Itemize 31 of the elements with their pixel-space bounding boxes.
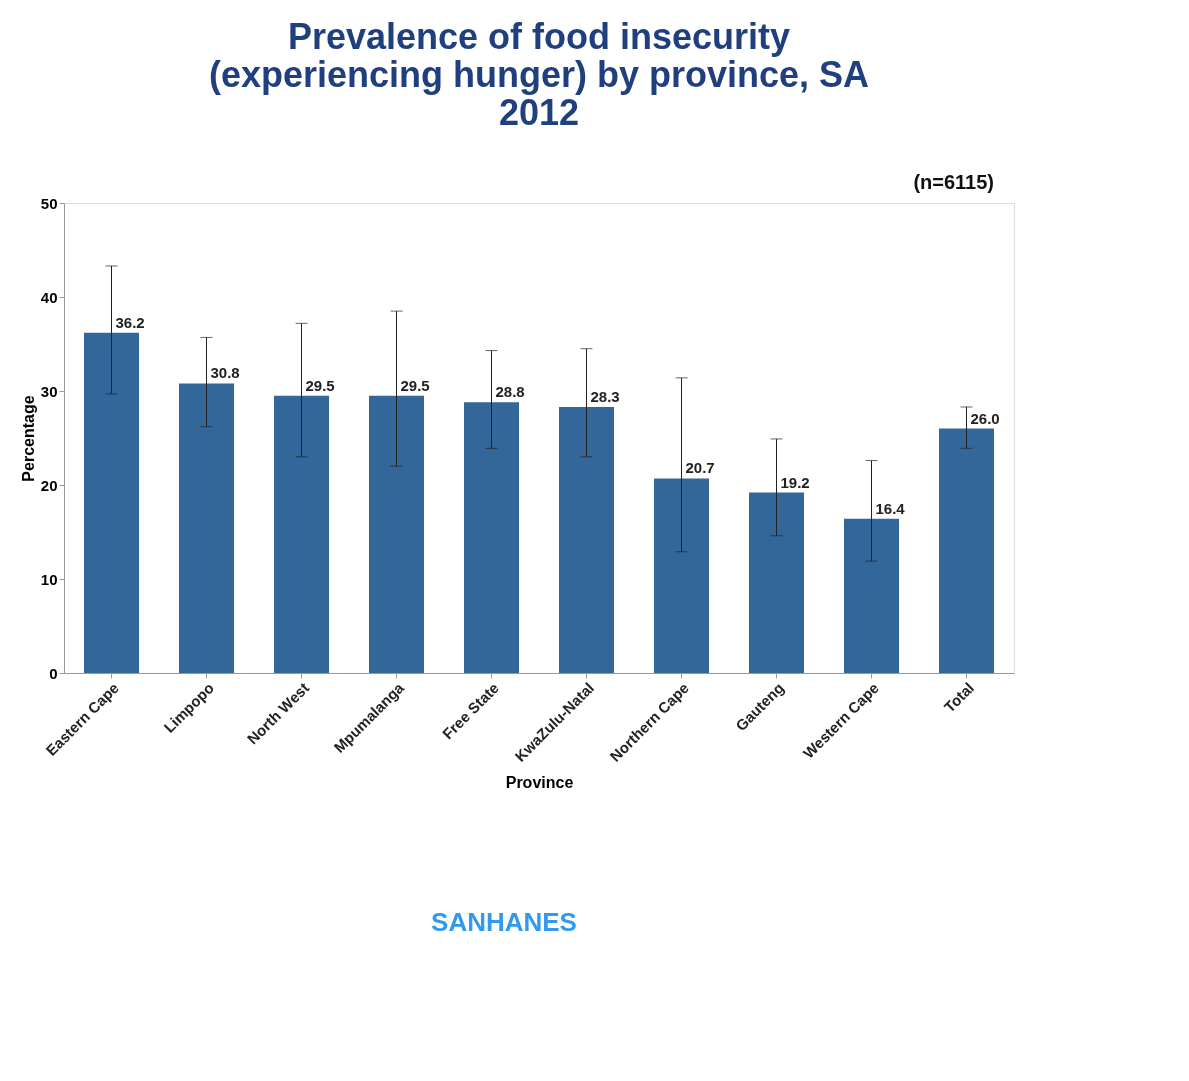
bar [84, 332, 139, 673]
y-tick-label: 30 [40, 382, 58, 400]
bar [559, 406, 614, 673]
bar [844, 518, 899, 673]
bar [939, 428, 994, 673]
bar [464, 402, 519, 673]
data-label: 29.5 [400, 376, 430, 394]
x-axis-title: Province [505, 773, 574, 791]
data-label: 19.2 [780, 473, 810, 491]
bar [274, 395, 329, 673]
text: Prevalence of food insecurity [287, 16, 791, 57]
bar [749, 492, 804, 673]
data-label: 26.0 [970, 409, 1000, 427]
data-label: 36.2 [115, 313, 145, 331]
bar [369, 395, 424, 673]
y-axis-title: Percentage [19, 395, 37, 482]
data-label: 29.5 [305, 376, 335, 394]
y-tick-label: 10 [40, 570, 58, 588]
data-label: 20.7 [685, 459, 715, 477]
y-tick-label: 50 [40, 194, 58, 212]
y-tick-label: 0 [49, 664, 58, 682]
data-label: 30.8 [210, 364, 240, 382]
y-tick-label: 20 [40, 476, 58, 494]
data-label: 28.8 [495, 383, 525, 401]
bar [654, 478, 709, 673]
y-tick-label: 40 [40, 288, 58, 306]
text: (n=6115) [913, 171, 994, 193]
data-label: 16.4 [875, 499, 906, 517]
text: SANHANES [431, 907, 577, 937]
bar [179, 383, 234, 673]
data-label: 28.3 [590, 387, 620, 405]
